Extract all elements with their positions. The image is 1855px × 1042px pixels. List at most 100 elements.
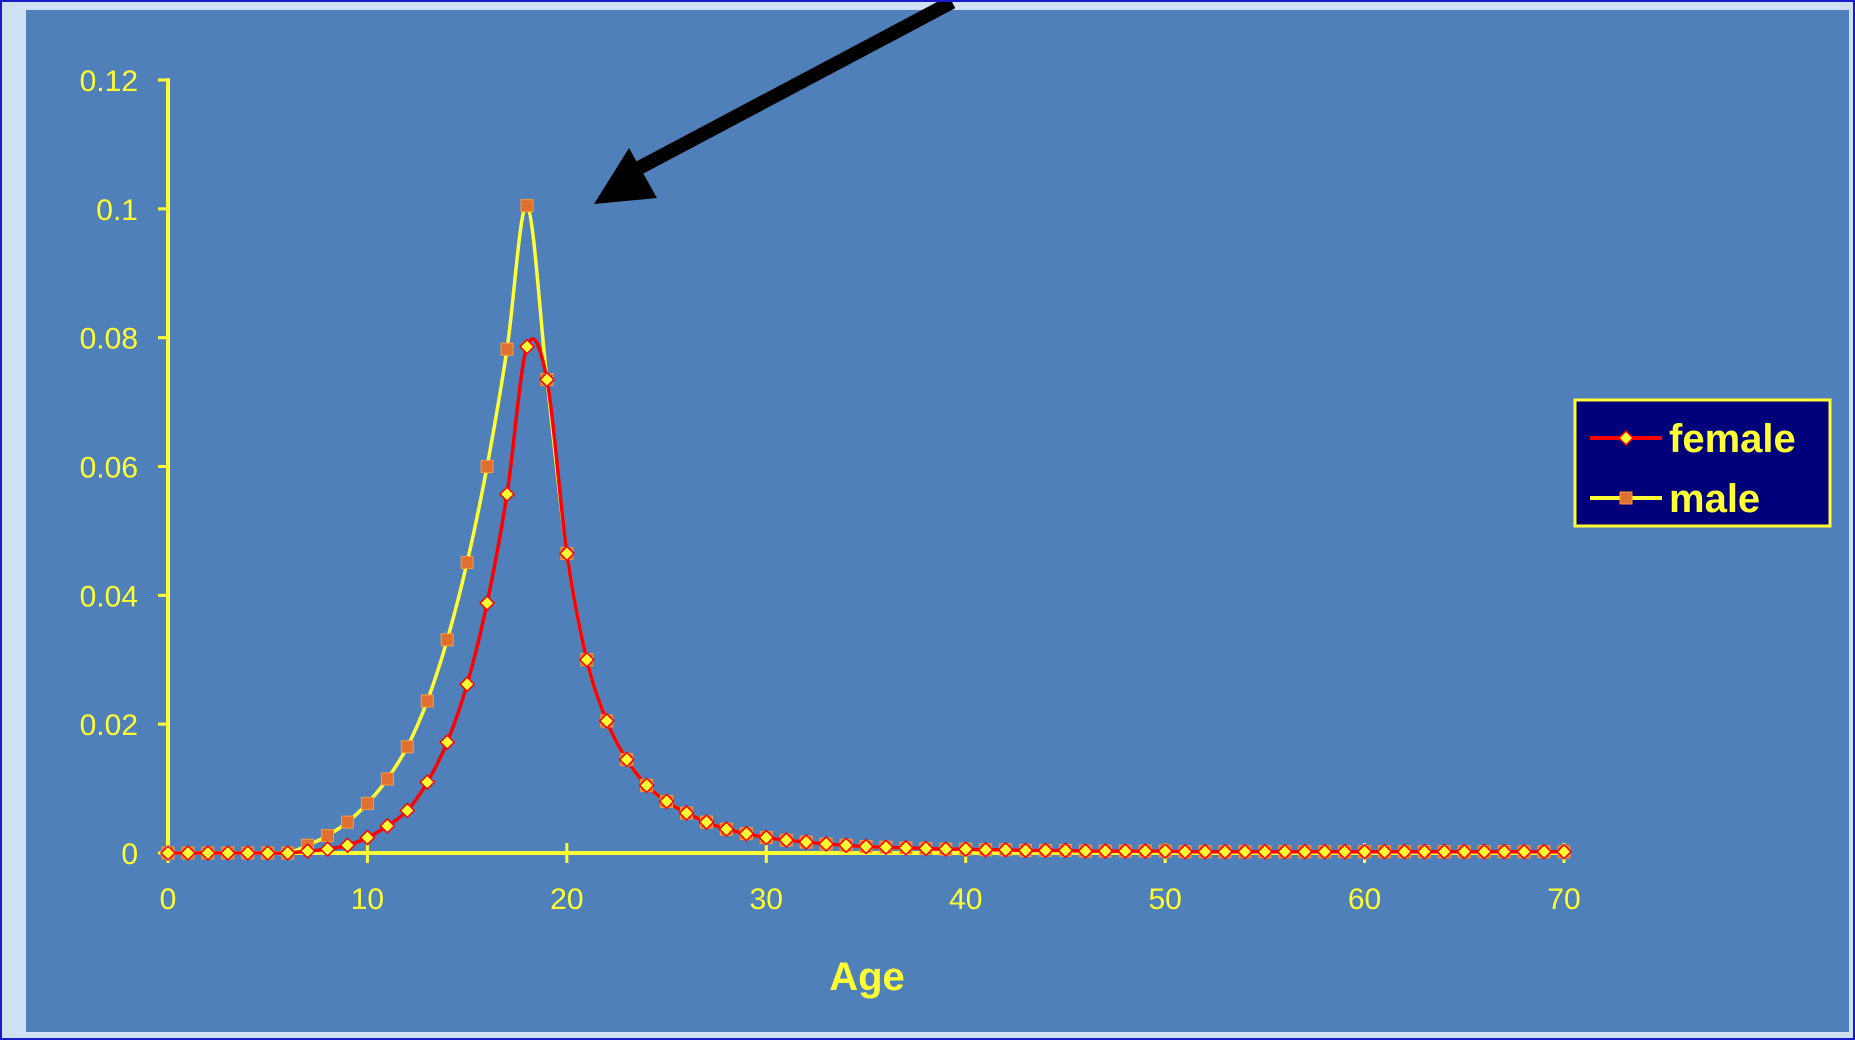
data-point-female — [997, 841, 1014, 858]
legend-marker-male — [1619, 491, 1633, 505]
data-point-male — [500, 342, 514, 356]
data-point-male — [380, 772, 394, 786]
data-point-female — [419, 774, 436, 791]
data-point-female — [219, 844, 236, 862]
legend-label-female: female — [1669, 417, 1796, 461]
data-point-female — [578, 651, 595, 668]
data-point-female — [538, 371, 555, 388]
x-tick-label: 0 — [160, 883, 177, 916]
data-point-female — [1276, 843, 1293, 860]
data-point-female — [518, 338, 536, 355]
legend-item-male: male — [1590, 477, 1760, 521]
data-point-female — [439, 734, 456, 751]
legend-label-male: male — [1669, 477, 1760, 521]
y-tick-label: 0.12 — [80, 65, 138, 98]
data-point-female — [1236, 843, 1253, 860]
data-point-female — [598, 712, 615, 730]
data-point-female — [758, 829, 775, 846]
data-point-female — [1535, 843, 1553, 860]
data-point-male — [400, 740, 414, 754]
arrow-shaft — [618, 2, 956, 184]
data-point-female — [459, 676, 476, 693]
data-point-female — [558, 545, 575, 562]
data-point-female — [199, 844, 216, 862]
data-point-female — [1037, 842, 1054, 859]
data-point-female — [837, 837, 855, 854]
data-point-male — [520, 199, 534, 213]
y-tick-label: 0.08 — [80, 323, 138, 356]
data-point-female — [1196, 843, 1214, 860]
data-point-female — [818, 835, 835, 853]
data-point-male — [360, 796, 374, 810]
data-point-female — [319, 841, 336, 858]
data-point-female — [638, 777, 655, 794]
data-point-female — [877, 839, 895, 856]
data-point-female — [1516, 843, 1533, 860]
plot-area — [26, 10, 1849, 1032]
data-point-female — [1396, 843, 1413, 860]
data-point-female — [1316, 843, 1333, 860]
data-point-female — [678, 805, 695, 822]
y-tick-label: 0.06 — [80, 452, 138, 485]
legend-item-female: female — [1590, 417, 1796, 461]
data-point-female — [897, 839, 914, 856]
data-point-female — [1256, 843, 1273, 860]
data-point-female — [339, 837, 356, 854]
data-point-female — [857, 838, 875, 855]
data-point-female — [399, 802, 416, 819]
x-tick-label: 50 — [1148, 883, 1181, 916]
x-tick-label: 60 — [1348, 883, 1381, 916]
data-point-female — [738, 825, 755, 842]
data-point-female — [479, 595, 496, 612]
legend-marker-female — [1617, 429, 1635, 447]
x-tick-label: 20 — [550, 883, 583, 916]
data-point-female — [1177, 843, 1194, 860]
data-point-female — [1336, 843, 1353, 860]
arrow-head — [594, 148, 657, 204]
data-point-female — [498, 486, 516, 503]
data-point-female — [957, 841, 974, 858]
data-point-female — [179, 844, 197, 862]
data-point-male — [420, 694, 434, 708]
data-point-female — [1117, 843, 1134, 860]
data-point-female — [618, 751, 635, 768]
data-point-female — [1057, 842, 1074, 859]
legend: female male — [1573, 398, 1832, 528]
annotation-arrow — [594, 2, 956, 204]
data-point-female — [1077, 843, 1094, 860]
data-point-female — [1456, 843, 1473, 860]
data-point-male — [460, 555, 474, 569]
data-point-male — [440, 633, 454, 647]
data-point-female — [937, 841, 954, 858]
data-point-female — [239, 844, 256, 862]
data-point-female — [299, 843, 316, 860]
data-point-female — [279, 844, 296, 862]
x-axis-title: Age — [829, 955, 905, 999]
y-axis: 0 0.02 0.04 0.06 0.08 0.1 0.12 — [80, 65, 170, 871]
y-tick-label: 0.1 — [96, 194, 138, 227]
data-point-female — [698, 814, 715, 831]
data-point-female — [379, 817, 396, 835]
data-point-male — [340, 815, 354, 829]
data-point-female — [1356, 843, 1373, 860]
data-point-female — [798, 833, 815, 851]
data-point-female — [778, 832, 795, 849]
y-tick-label: 0 — [121, 838, 138, 871]
x-tick-label: 10 — [351, 883, 384, 916]
legend-box — [1573, 398, 1832, 528]
x-tick-label: 30 — [750, 883, 783, 916]
series-layer — [159, 199, 1573, 862]
data-point-female — [977, 841, 994, 858]
data-point-female — [1216, 843, 1234, 860]
data-point-female — [159, 844, 177, 862]
data-point-female — [259, 844, 276, 862]
data-point-male — [321, 829, 335, 843]
data-point-female — [1017, 842, 1034, 859]
data-point-female — [1416, 843, 1433, 860]
y-tick-label: 0.02 — [80, 709, 138, 742]
data-point-female — [658, 793, 675, 810]
x-tick-label: 70 — [1547, 883, 1580, 916]
x-tick-label: 40 — [949, 883, 982, 916]
